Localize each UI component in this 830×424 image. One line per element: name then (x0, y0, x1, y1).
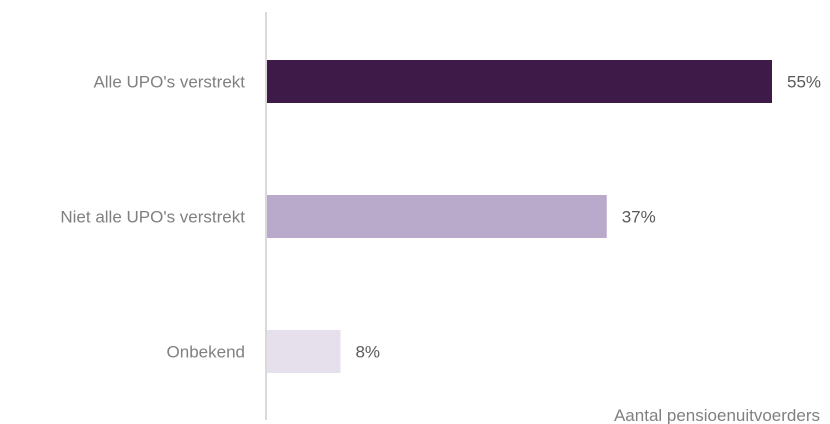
value-label: 37% (622, 208, 656, 227)
bar (267, 330, 341, 373)
category-label: Alle UPO's verstrekt (93, 73, 245, 92)
x-axis-label: Aantal pensioenuitvoerders (614, 406, 820, 424)
value-label: 55% (787, 73, 821, 92)
value-label: 8% (355, 343, 380, 362)
bar (267, 60, 772, 103)
category-label: Niet alle UPO's verstrekt (60, 208, 245, 227)
category-label: Onbekend (167, 343, 245, 362)
bar (267, 195, 607, 238)
